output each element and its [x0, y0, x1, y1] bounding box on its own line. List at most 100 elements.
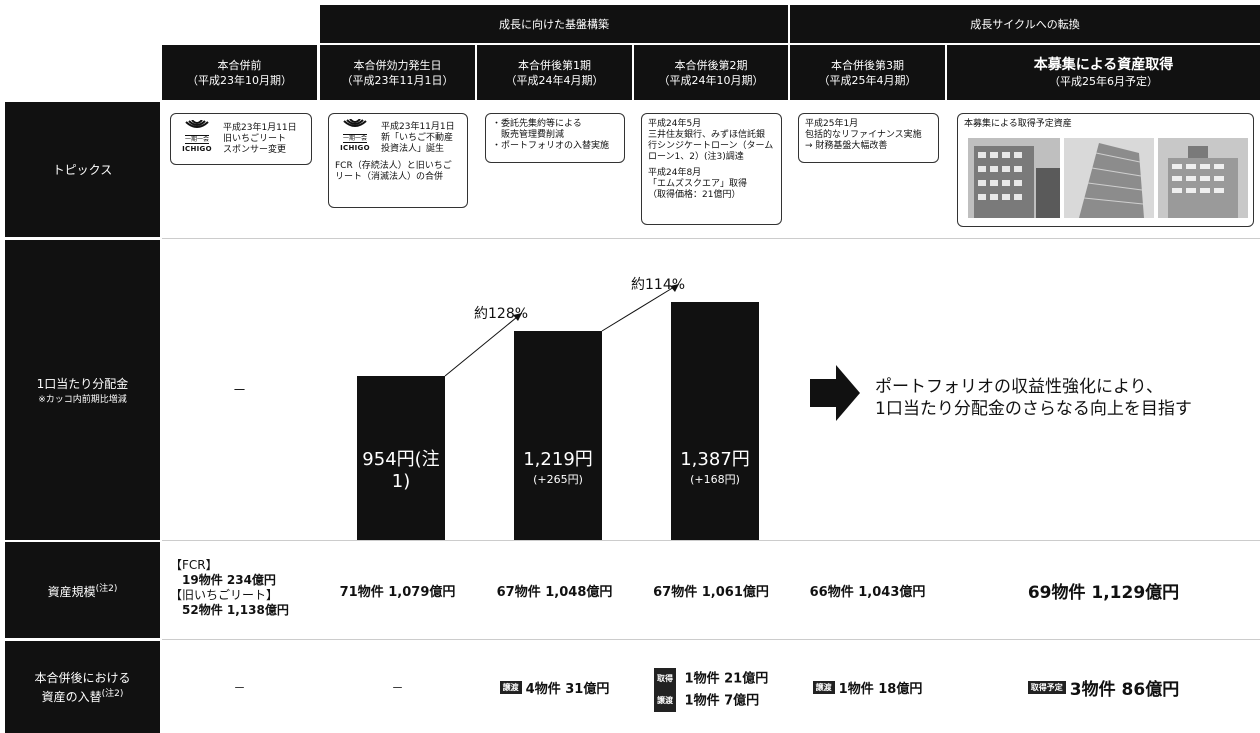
replacement-value: 1物件 7億円: [684, 693, 760, 709]
column-title: 本合併後第3期: [831, 58, 904, 72]
column-title: 本合併前: [217, 58, 262, 72]
row-divider: [162, 639, 1260, 640]
column-subtitle: （平成23年11月1日）: [341, 73, 454, 87]
replacement-c3: 取得 1物件 21億円 譲渡 1物件 7億円: [654, 668, 794, 712]
replacement-line: 譲渡 1物件 7億円: [654, 690, 794, 712]
row-label-text-1: 本合併後における: [34, 671, 131, 685]
topic-box-0: 一期一会 ICHIGO 平成23年1月11日 旧いちごリート スポンサー変更: [170, 113, 312, 165]
building-3-icon: [1158, 138, 1248, 218]
row-label-text: 資産規模(注2): [48, 581, 118, 600]
logo-text: ICHIGO: [182, 145, 212, 153]
topic-box-2: ・委託先集約等による 販売管理費削減 ・ポートフォリオの入替実施: [485, 113, 625, 163]
logo-subtext: 一期一会: [342, 134, 367, 143]
row-label-note: (注2): [101, 689, 124, 699]
goal-line-2: 1口当たり分配金のさらなる向上を目指す: [875, 399, 1192, 419]
topic-line: ・委託先集約等による: [492, 119, 582, 129]
topic-line: 包括的なリファイナンス実施: [805, 130, 922, 140]
row-label-text: 1口当たり分配金: [36, 377, 129, 391]
replacement-c1: －: [391, 680, 404, 695]
transfer-badge: 譲渡: [812, 680, 835, 694]
column-header-4: 本合併後第3期 （平成25年4月期）: [790, 45, 945, 100]
dividend-bar: [514, 331, 602, 540]
topic-box-3: 平成24年5月 三井住友銀行、みずほ信託銀 行シンジケートローン（ターム ローン…: [641, 113, 782, 225]
growth-label: 約114%: [631, 277, 686, 293]
ichigo-logo: 一期一会 ICHIGO: [335, 119, 375, 157]
topic-line: 投資法人」誕生: [381, 143, 445, 154]
fcr-label: 【FCR】: [170, 558, 218, 572]
logo-text: ICHIGO: [340, 144, 370, 152]
building-photo-3: [1158, 138, 1248, 218]
topic-head: 一期一会 ICHIGO 平成23年11月1日 新「いちご不動産 投資法人」誕生: [335, 119, 461, 157]
column-subtitle: （平成24年10月期）: [658, 73, 764, 87]
dividend-bar: [357, 376, 445, 540]
transfer-badge: 譲渡: [499, 680, 522, 694]
replacement-value: 3物件 86億円: [1069, 679, 1180, 700]
asset-scale-c2: 67物件 1,048億円: [496, 584, 613, 600]
row-divider: [162, 540, 1260, 541]
asset-scale-c1: 71物件 1,079億円: [339, 584, 456, 600]
growth-arrow-head: [670, 284, 679, 292]
topic-line: （取得価格：21億円）: [648, 190, 741, 200]
dividend-bar-label: 1,219円 (+265円): [514, 445, 602, 487]
replacement-line: 取得 1物件 21億円: [654, 668, 794, 690]
topic-line: 行シンジケートローン（ターム: [648, 141, 774, 151]
topic-line: 平成24年8月: [648, 168, 702, 178]
column-title: 本合併後第2期: [674, 58, 748, 72]
topic-line: 平成23年11月1日: [381, 121, 455, 132]
column-title: 本募集による資産取得: [1033, 57, 1174, 73]
old-ichigo-label: 【旧いちごリート】: [170, 588, 279, 602]
dividend-bar-label: 954円(注1): [357, 445, 445, 492]
logo-waves-icon: [185, 120, 209, 128]
row-label-text-2: 資産の入替(注2): [42, 686, 124, 705]
acquire-badge: 取得: [654, 668, 676, 690]
replacement-value: 4物件 31億円: [525, 681, 610, 697]
replacement-value: 1物件 21億円: [684, 671, 769, 687]
replacement-c2: 譲渡 4物件 31億円: [477, 641, 632, 733]
topic-box-5: 本募集による取得予定資産: [957, 113, 1254, 227]
topic-line: 旧いちごリート: [223, 133, 287, 144]
transfer-badge: 譲渡: [654, 690, 676, 712]
group-title: 成長サイクルへの転換: [970, 18, 1080, 31]
row-divider: [162, 238, 1260, 239]
group-header-growth-cycle: 成長サイクルへの転換: [790, 5, 1260, 43]
topic-line: FCR（存続法人）と旧いちご: [335, 161, 452, 171]
row-label-replacement: 本合併後における 資産の入替(注2): [5, 641, 160, 733]
topic-line: スポンサー変更: [223, 144, 287, 155]
dividend-value: 1,219円: [523, 449, 593, 470]
dividend-value: 954円(注1): [362, 449, 440, 492]
asset-scale-c4: 66物件 1,043億円: [809, 584, 926, 600]
column-header-5: 本募集による資産取得 （平成25年6月予定）: [947, 45, 1260, 100]
topic-box-4: 平成25年1月 包括的なリファイナンス実施 → 財務基盤大幅改善: [798, 113, 939, 163]
topic-title: 本募集による取得予定資産: [964, 119, 1072, 129]
row-label-dividend: 1口当たり分配金 ※カッコ内前期比増減: [5, 240, 160, 540]
growth-label: 約128%: [474, 306, 529, 322]
group-header-growth-foundation: 成長に向けた基盤構築: [320, 5, 788, 43]
topic-line: → 財務基盤大幅改善: [805, 141, 888, 151]
column-subtitle: （平成23年10月期）: [187, 73, 292, 87]
building-2-icon: [1064, 138, 1154, 218]
asset-scale-c5: 69物件 1,129億円: [1027, 582, 1180, 603]
growth-arrow-head: [513, 313, 522, 321]
replacement-value: 1物件 18億円: [838, 681, 923, 697]
topic-line: ローン1、2）(注3)調達: [648, 152, 744, 162]
dividend-bar-label: 1,387円 (+168円): [671, 445, 759, 487]
topic-line: 平成25年1月: [805, 119, 859, 129]
topic-text: 平成23年11月1日 新「いちご不動産 投資法人」誕生: [381, 122, 455, 155]
column-header-0: 本合併前 （平成23年10月期）: [162, 45, 317, 100]
row-label-note: (注2): [95, 583, 118, 594]
logo-waves-icon: [343, 119, 367, 127]
row-label-text: トピックス: [52, 163, 113, 177]
asset-scale-c0: 【FCR】 19物件 234億円 【旧いちごリート】 52物件 1,138億円: [170, 558, 320, 618]
column-header-3: 本合併後第2期 （平成24年10月期）: [634, 45, 788, 100]
column-title: 本合併効力発生日: [353, 58, 442, 72]
dividend-bar: [671, 302, 759, 540]
dividend-chart: 954円(注1) 1,219円 (+265円) 1,387円 (+168円) 約128% 約…: [320, 240, 790, 540]
topic-line: 販売管理費削減: [492, 130, 565, 140]
row-label-main: 資産規模: [47, 584, 96, 599]
goal-line-1: ポートフォリオの収益性強化により、: [875, 377, 1163, 397]
building-photo-1: [968, 138, 1060, 218]
replacement-c5: 取得予定 3物件 86億円: [947, 641, 1260, 733]
row-label-main: 資産の入替: [41, 690, 102, 704]
topic-line: 平成23年1月11日: [223, 122, 297, 133]
column-header-2: 本合併後第1期 （平成24年4月期）: [477, 45, 632, 100]
